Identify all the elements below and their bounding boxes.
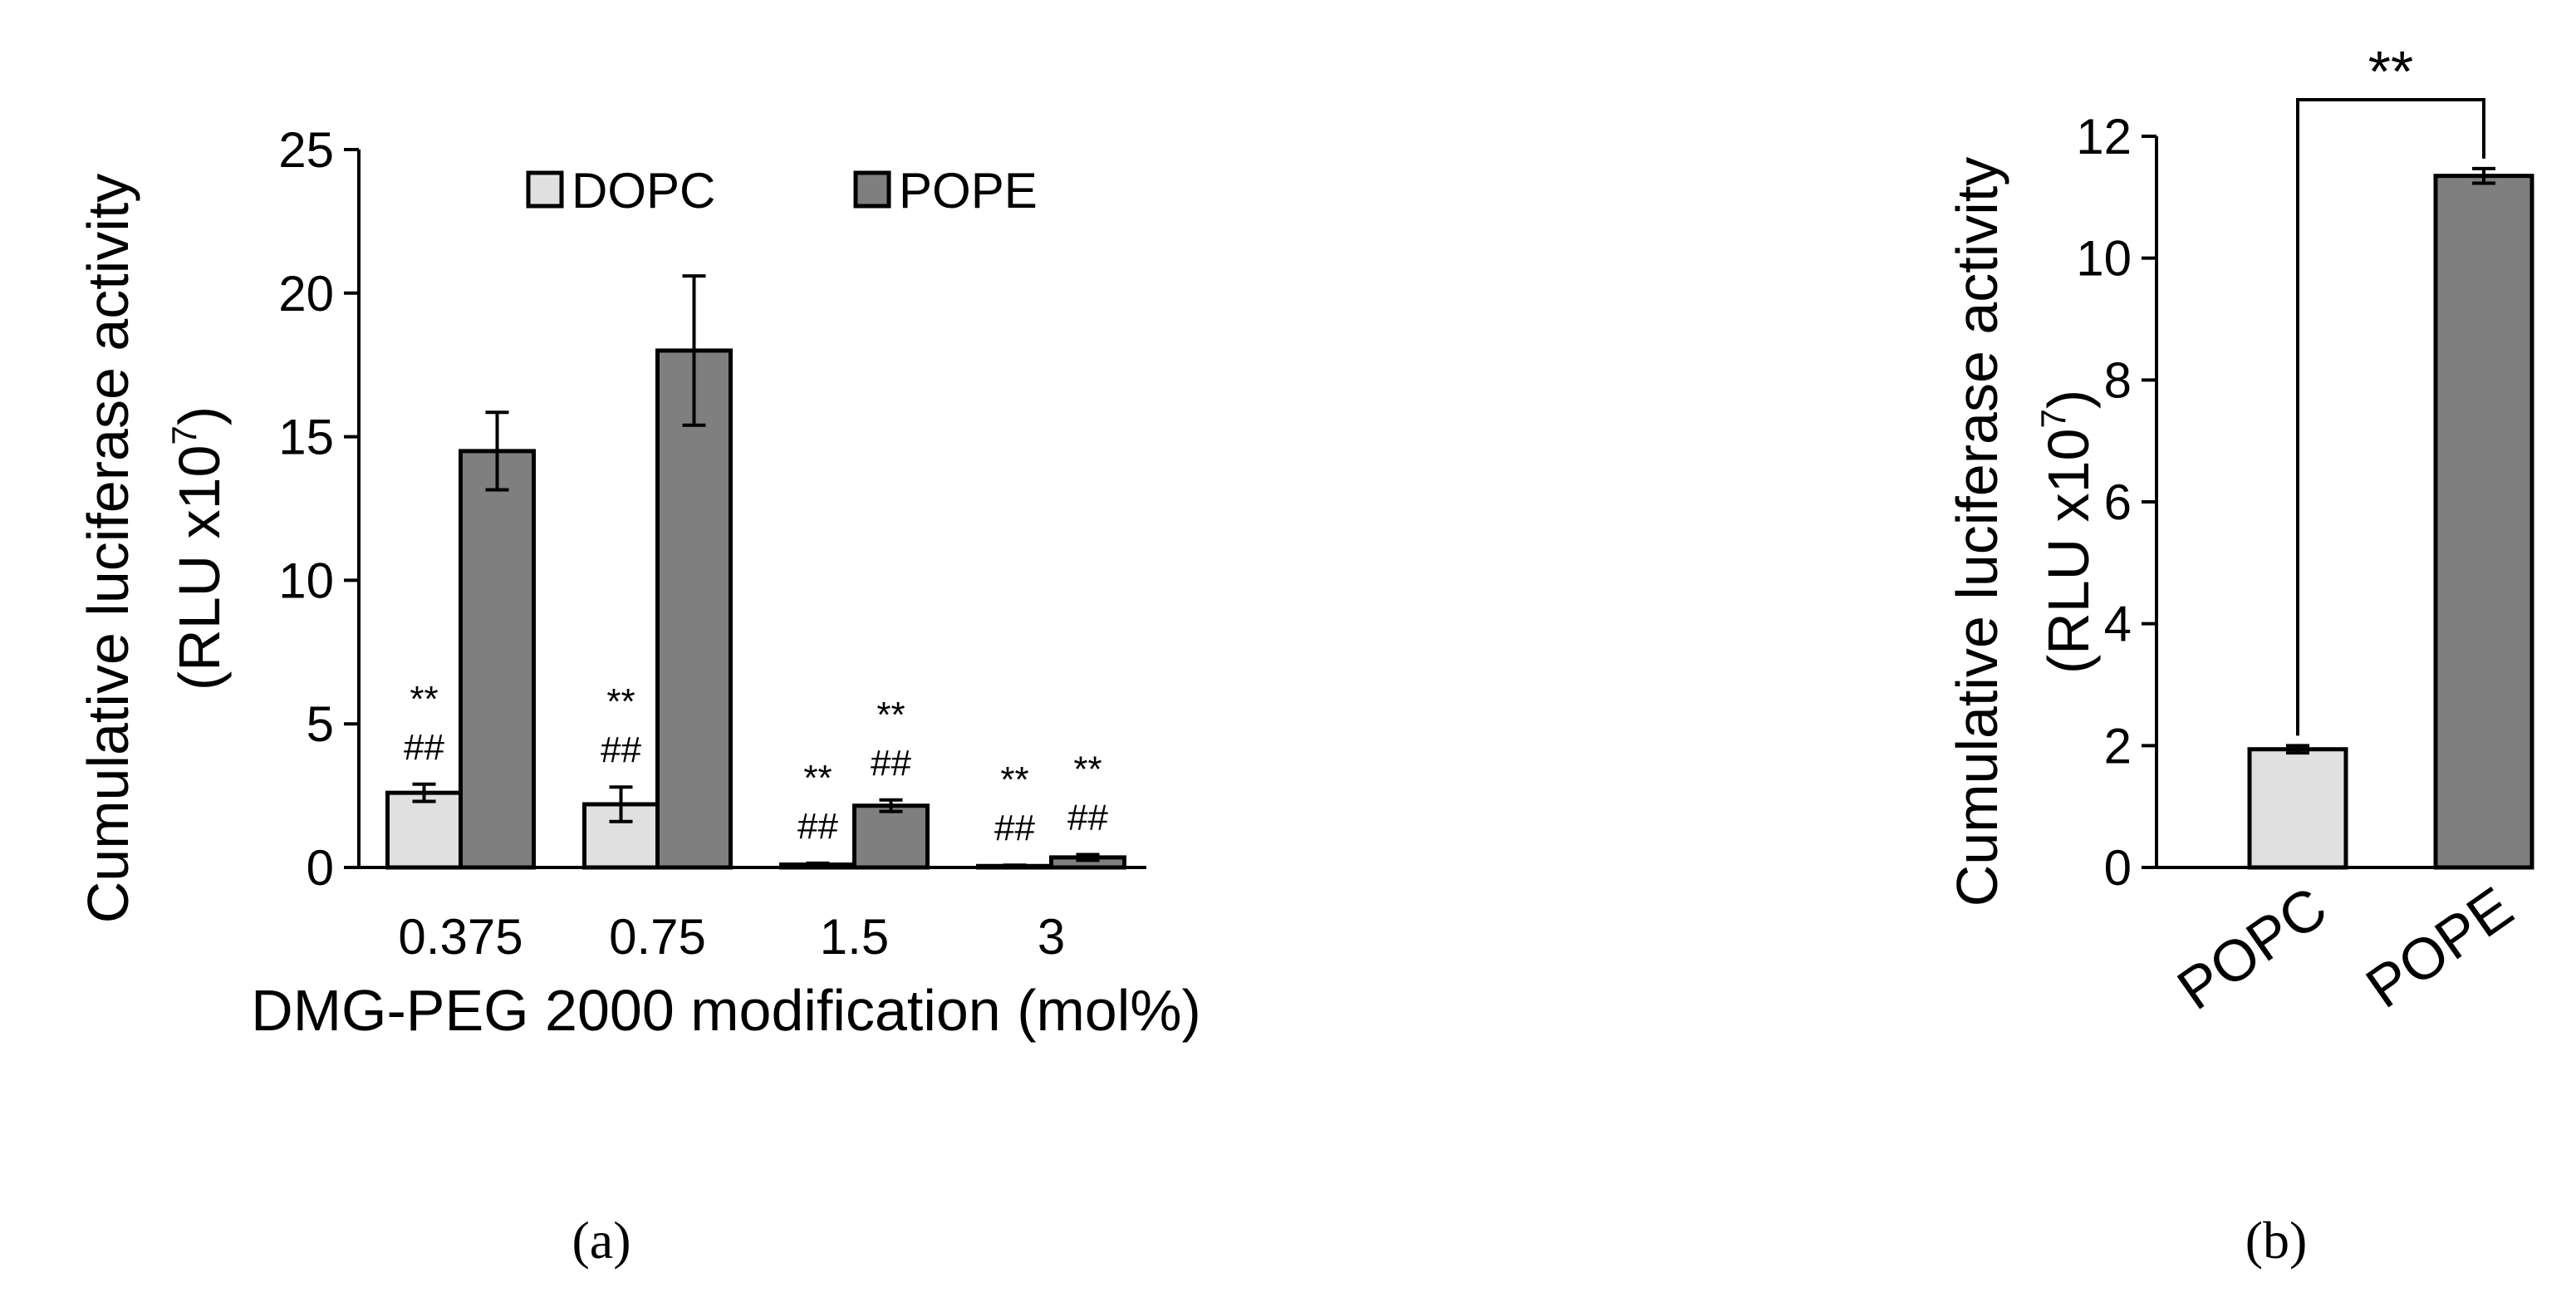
y-axis-unit: (RLU x107) [164,406,232,690]
y-tick-label: 0 [2104,840,2132,896]
bar [459,449,536,870]
bar [852,803,930,870]
x-tick-label: POPE [2355,874,2524,1020]
significance-mark: ** [1073,749,1102,789]
bar [2433,174,2534,870]
error-bar [2472,166,2495,185]
unit-sup: 7 [164,425,204,445]
error-bar [1076,852,1100,862]
bar [385,790,463,870]
unit-prefix: (RLU x10 [167,445,232,691]
y-tick-label: 6 [2104,474,2132,530]
bar [655,348,733,870]
y-tick-label: 2 [2104,718,2132,774]
y-tick-label: 5 [307,696,334,752]
error-bar [2286,744,2309,755]
error-bar [1003,863,1027,869]
y-tick-label: 8 [2104,352,2132,408]
significance-mark: ** [606,681,635,722]
legend-label: POPE [899,163,1038,219]
error-bar [682,274,706,427]
y-tick-label: 10 [278,553,334,608]
error-bar [485,410,509,492]
y-tick-label: 25 [278,122,334,178]
y-tick-label: 10 [2076,231,2132,287]
y-tick-label: 20 [278,266,334,322]
significance-mark: ** [1000,759,1028,800]
significance-mark: ## [994,808,1035,848]
y-axis-title: Cumulative luciferase activity [76,174,140,924]
y-tick-label: 0 [307,840,334,896]
unit-suffix: ) [167,406,232,425]
legend-swatch [526,170,564,209]
significance-mark: ## [404,727,444,768]
significance-bracket [2296,98,2485,736]
bar [2247,747,2348,870]
significance-mark: ** [803,758,832,798]
y-axis-title: Cumulative luciferase activity [1945,157,2009,907]
caption: (b) [2245,1211,2308,1270]
significance-mark: ## [797,806,838,847]
unit-suffix: ) [2036,390,2101,409]
x-tick-label: 0.75 [609,909,706,965]
y-axis-unit: (RLU x107) [2034,390,2101,674]
error-bar [879,798,903,813]
significance-mark: ## [1067,797,1108,838]
y-tick-label: 12 [2076,109,2132,165]
unit-prefix: (RLU x10 [2036,429,2101,675]
y-tick-label: 4 [2104,597,2132,652]
legend-label: DOPC [572,163,715,219]
legend-swatch [853,170,891,209]
error-bar [412,782,436,803]
significance-mark: ** [876,695,905,735]
x-tick-label: POPC [2166,874,2338,1022]
x-tick-label: 0.375 [398,909,523,965]
caption: (a) [572,1211,631,1270]
significance-mark: ## [601,730,641,770]
significance-mark: ## [871,743,911,784]
x-axis-title: DMG-PEG 2000 modification (mol%) [251,978,1201,1043]
error-bar [806,861,830,868]
error-bar [609,785,633,823]
unit-sup: 7 [2034,409,2073,428]
significance-mark: ** [410,679,438,720]
x-tick-label: 1.5 [820,909,889,965]
significance-label: ** [2368,39,2413,104]
y-tick-label: 15 [278,410,334,465]
x-tick-label: 3 [1038,909,1065,965]
